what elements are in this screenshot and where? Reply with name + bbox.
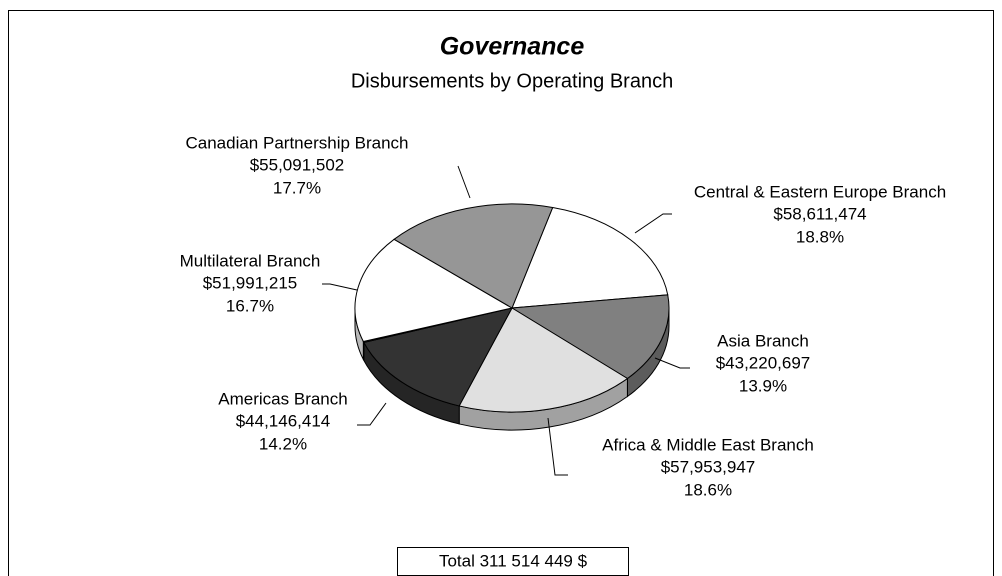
slice-value-label: $44,146,414 bbox=[236, 411, 331, 430]
slice-percent-label: 16.7% bbox=[226, 296, 274, 315]
slice bbox=[511, 206, 669, 309]
total-label: Total 311 514 449 $ bbox=[439, 551, 588, 570]
slice-label: Africa & Middle East Branch bbox=[602, 435, 814, 454]
leader-line bbox=[457, 165, 471, 199]
slice-value-label: $58,611,474 bbox=[773, 204, 866, 223]
slice-value-label: $43,220,697 bbox=[716, 353, 811, 372]
leader-line bbox=[357, 402, 387, 426]
slice-percent-label: 14.2% bbox=[259, 434, 307, 453]
chart-frame bbox=[8, 10, 994, 576]
slice-value-label: $57,953,947 bbox=[661, 457, 756, 476]
slice bbox=[354, 238, 514, 343]
slice-percent-label: 18.8% bbox=[796, 227, 844, 246]
leader-line bbox=[634, 213, 672, 234]
slice-label: Americas Branch bbox=[218, 389, 347, 408]
slice bbox=[363, 307, 513, 407]
slice-percent-label: 18.6% bbox=[684, 480, 732, 499]
leader-line bbox=[547, 417, 568, 476]
slice-value-label: $51,991,215 bbox=[203, 273, 298, 292]
slice-label: Asia Branch bbox=[717, 331, 809, 350]
leader-line bbox=[654, 357, 690, 369]
chart-subtitle: Disbursements by Operating Branch bbox=[351, 70, 673, 92]
chart-title: Governance bbox=[440, 33, 585, 61]
slice bbox=[510, 294, 670, 380]
slice-label: Central & Eastern Europe Branch bbox=[694, 182, 946, 201]
slice-percent-label: 13.9% bbox=[739, 376, 787, 395]
slice bbox=[393, 203, 554, 309]
slice-label: Canadian Partnership Branch bbox=[185, 133, 408, 152]
leader-line bbox=[322, 283, 358, 291]
slice-percent-label: 17.7% bbox=[273, 178, 321, 197]
slice-value-label: $55,091,502 bbox=[250, 155, 345, 174]
slice bbox=[458, 307, 629, 413]
slice-label: Multilateral Branch bbox=[180, 251, 321, 270]
